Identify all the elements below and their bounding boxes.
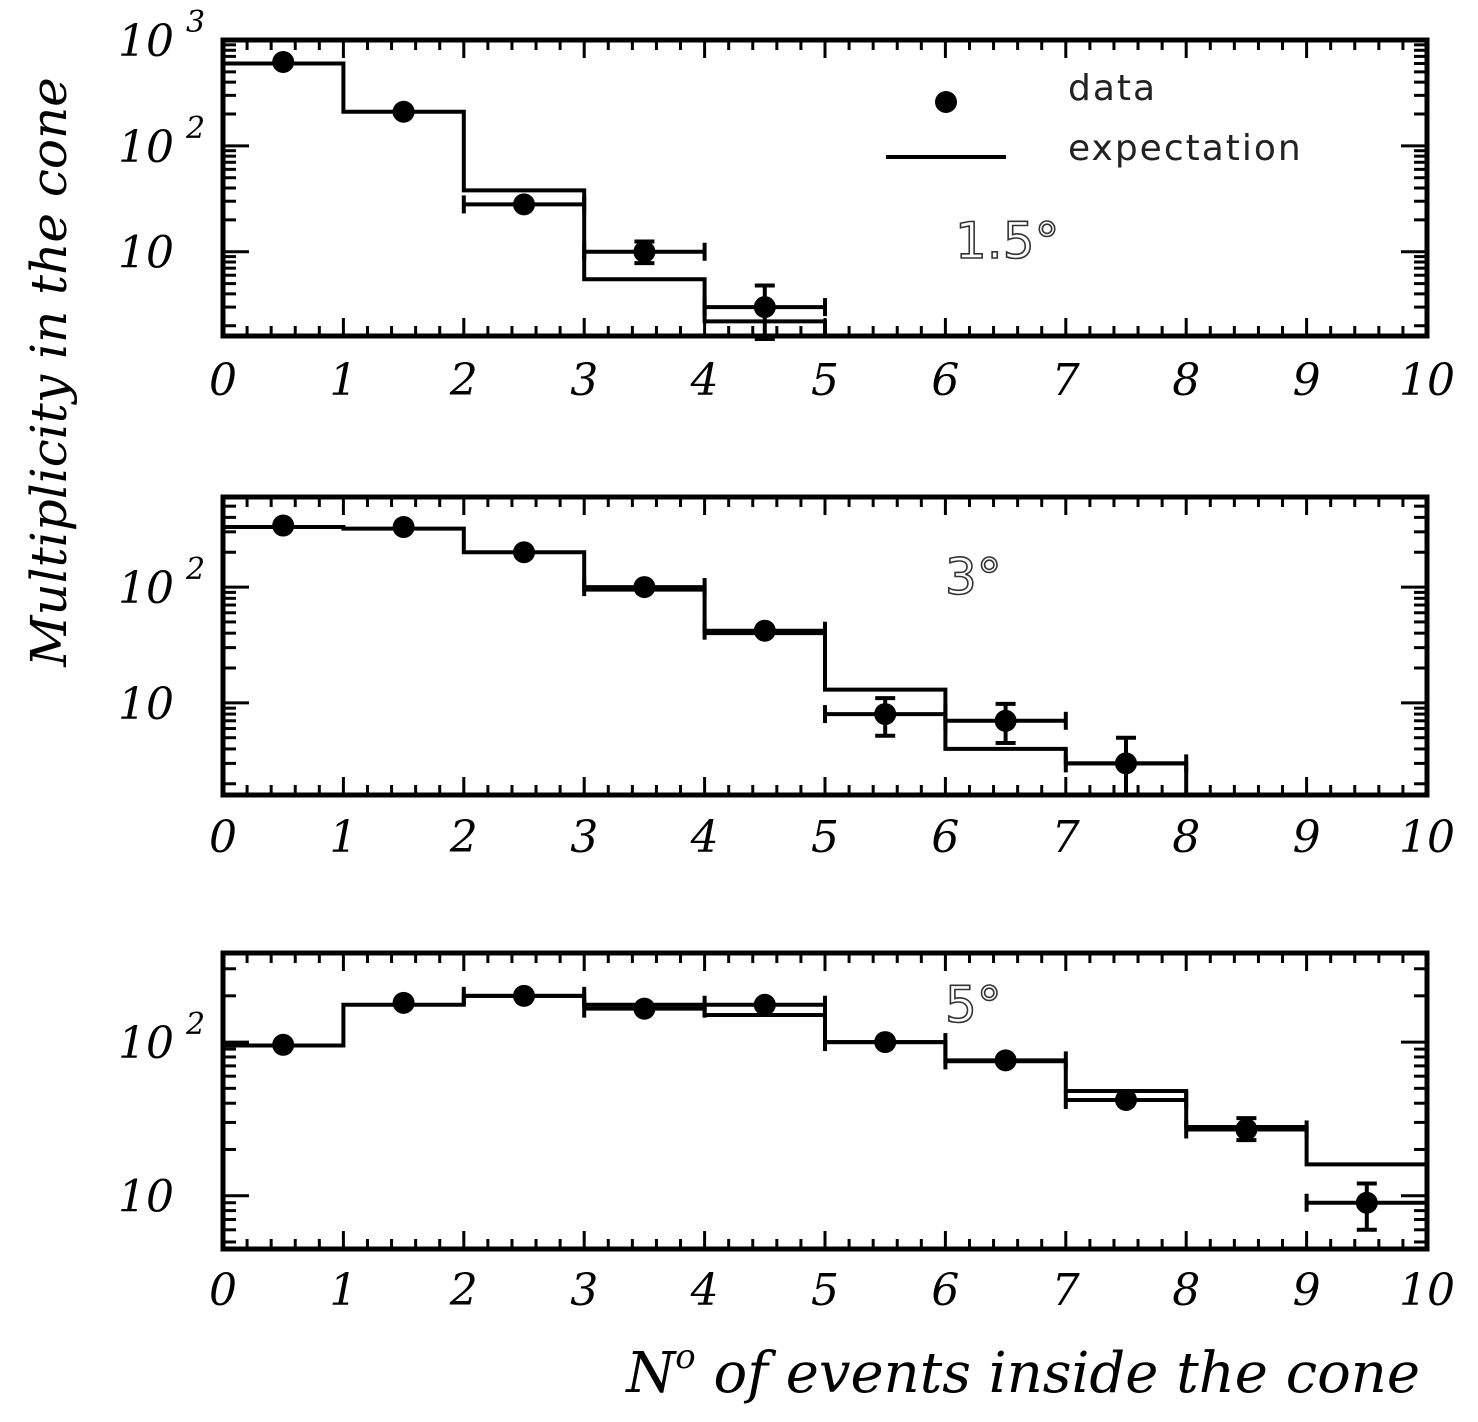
y-tick-label-base: 10 [118, 563, 174, 614]
cone-angle-label: 1.5° [955, 212, 1060, 270]
y-tick-label: 10 [118, 1172, 174, 1223]
x-tick-label: 9 [1293, 355, 1321, 406]
data-point [633, 240, 656, 263]
data-point [1355, 1191, 1378, 1214]
x-tick-label: 3 [570, 355, 598, 406]
y-tick-label-exp: 3 [186, 5, 205, 40]
data-point [874, 1031, 897, 1054]
panel-3: 0 1 2 3 4 5 6 7 8 9 10 10 10 2 5° [118, 950, 1455, 1316]
x-tick-label: 3 [570, 812, 598, 863]
x-tick-label: 5 [811, 1265, 839, 1316]
x-tick-label: 7 [1052, 1265, 1080, 1316]
data-point [633, 997, 656, 1020]
legend-data-marker [935, 91, 957, 113]
x-tick-label: 7 [1052, 812, 1080, 863]
data-point [272, 1033, 295, 1056]
x-axis-title: No of events inside the cone [624, 1337, 1420, 1406]
x-tick-label: 0 [209, 1265, 237, 1316]
x-tick-label: 9 [1293, 1265, 1321, 1316]
y-tick-label-exp: 2 [185, 111, 205, 146]
x-tick-label: 6 [931, 812, 959, 863]
x-tick-label: 4 [690, 355, 719, 406]
expectation-histogram [223, 525, 1189, 795]
y-tick-label-base: 10 [118, 1018, 174, 1069]
y-tick-label-exp: 2 [185, 1007, 205, 1042]
x-tick-label: 6 [931, 1265, 959, 1316]
x-tick-label: 8 [1172, 1265, 1200, 1316]
plot-frame [220, 37, 1430, 339]
data-point [633, 576, 656, 599]
data-point [994, 1049, 1017, 1072]
data-point [994, 709, 1017, 732]
panel-1: 0 1 2 3 4 5 6 7 8 9 10 10 10 2 10 3 1.5° [118, 5, 1455, 406]
x-tick-label: 3 [570, 1265, 598, 1316]
x-tick-label: 9 [1293, 812, 1321, 863]
x-tick-label: 10 [1399, 812, 1455, 863]
cone-angle-label: 5° [945, 976, 1002, 1034]
x-tick-label: 0 [209, 355, 237, 406]
cone-angle-label: 3° [945, 548, 1002, 606]
x-tick-label: 5 [811, 812, 839, 863]
y-tick-label-exp: 2 [185, 552, 205, 587]
data-point [513, 541, 535, 564]
expectation-histogram [223, 61, 827, 336]
data-point [513, 984, 535, 1007]
data-point [392, 991, 415, 1014]
data-point [272, 50, 295, 73]
y-tick-label: 10 3 [118, 5, 205, 67]
x-tick-label: 4 [690, 812, 719, 863]
legend: data expectation [886, 68, 1303, 169]
data-point [272, 514, 295, 537]
x-tick-label: 1 [329, 1265, 357, 1316]
data-point [874, 703, 897, 726]
x-tick-label: 10 [1399, 355, 1455, 406]
x-tick-label: 10 [1399, 1265, 1455, 1316]
data-point [1235, 1118, 1258, 1141]
x-tick-label: 8 [1172, 812, 1200, 863]
x-tick-label: 8 [1172, 355, 1200, 406]
y-tick-label: 10 2 [118, 1007, 205, 1069]
x-tick-label: 5 [811, 355, 839, 406]
x-tick-label: 7 [1052, 355, 1080, 406]
data-point [392, 516, 415, 539]
panel-2: 0 1 2 3 4 5 6 7 8 9 10 10 10 2 3° [118, 494, 1455, 863]
y-tick-label-base: 10 [118, 1172, 174, 1223]
y-tick-label-base: 10 [118, 228, 174, 279]
data-point [1115, 752, 1137, 775]
legend-data-label: data [1068, 68, 1157, 109]
x-axis-title-rest: of events inside the cone [696, 1341, 1420, 1406]
data-point [392, 100, 415, 123]
x-tick-label: 2 [449, 355, 478, 406]
data-point [1115, 1088, 1137, 1111]
y-tick-label-base: 10 [118, 679, 174, 730]
data-point [753, 993, 776, 1016]
data-point [753, 619, 776, 642]
y-axis-title: Multiplicity in the cone [20, 77, 78, 667]
x-tick-label: 6 [931, 355, 959, 406]
y-tick-label: 10 2 [118, 111, 205, 173]
x-tick-label: 4 [690, 1265, 719, 1316]
y-tick-label: 10 [118, 679, 174, 730]
x-tick-label: 0 [209, 812, 237, 863]
x-tick-label: 1 [329, 812, 357, 863]
data-point [513, 193, 535, 216]
legend-expectation-label: expectation [1068, 128, 1303, 169]
x-tick-label: 1 [329, 355, 357, 406]
x-tick-label: 2 [449, 812, 478, 863]
x-axis-title-sup: o [675, 1337, 695, 1377]
y-tick-label-base: 10 [118, 122, 174, 173]
y-tick-label: 10 2 [118, 552, 205, 614]
x-axis-title-n: N [624, 1341, 677, 1406]
x-tick-label: 2 [449, 1265, 478, 1316]
data-point [753, 296, 776, 319]
y-tick-label-base: 10 [118, 16, 174, 67]
y-tick-label: 10 [118, 228, 174, 279]
